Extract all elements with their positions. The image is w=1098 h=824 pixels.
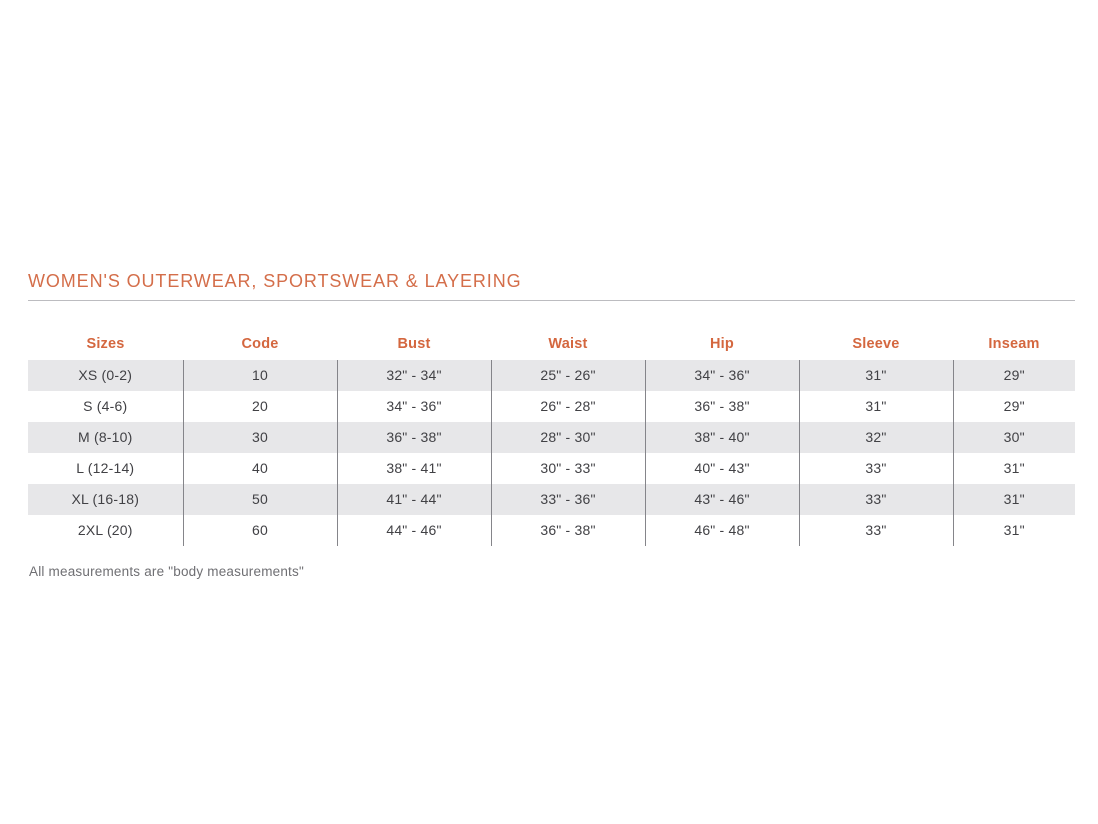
table-cell: 28" - 30" — [490, 421, 645, 453]
table-row: XL (16-18) 50 41" - 44" 33" - 36" 43" - 46" 3… — [28, 483, 1075, 515]
table-cell: 44" - 46" — [336, 514, 491, 546]
table-cell: 10 — [182, 359, 337, 391]
table-cell: 33" — [798, 483, 953, 515]
table-cell: 34" - 36" — [336, 390, 491, 422]
table-cell: 43" - 46" — [644, 483, 799, 515]
table-cell: 33" — [798, 452, 953, 484]
column-header-hip: Hip — [710, 335, 734, 352]
table-row: M (8-10) 30 36" - 38" 28" - 30" 38" - 40" 32"… — [28, 421, 1075, 453]
table-cell: 33" - 36" — [490, 483, 645, 515]
footnote: All measurements are "body measurements" — [29, 563, 304, 579]
table-row: L (12-14) 40 38" - 41" 30" - 33" 40" - 43" 33… — [28, 452, 1075, 484]
table-cell: 40" - 43" — [644, 452, 799, 484]
column-header-inseam: Inseam — [988, 335, 1040, 352]
size-chart-page: WOMEN'S OUTERWEAR, SPORTSWEAR & LAYERING… — [28, 271, 1075, 579]
table-cell: 32" — [798, 421, 953, 453]
table-cell: 38" - 41" — [336, 452, 491, 484]
table-cell: 40 — [182, 452, 337, 484]
table-cell: 34" - 36" — [644, 359, 799, 391]
table-cell: 38" - 40" — [644, 421, 799, 453]
table-cell: M (8-10) — [78, 429, 133, 446]
column-header-sleeve: Sleeve — [852, 335, 900, 352]
column-header-bust: Bust — [397, 335, 431, 352]
table-cell: 2XL (20) — [77, 522, 133, 539]
table-cell: 20 — [182, 390, 337, 422]
table-row: XS (0-2) 10 32" - 34" 25" - 26" 34" - 36" 31"… — [28, 359, 1075, 391]
table-cell: S (4-6) — [83, 398, 128, 415]
page-title: WOMEN'S OUTERWEAR, SPORTSWEAR & LAYERING — [28, 271, 522, 291]
table-cell: 31" — [798, 390, 953, 422]
table-cell: 36" - 38" — [490, 514, 645, 546]
table-cell: 50 — [182, 483, 337, 515]
table-cell: L (12-14) — [76, 460, 135, 477]
table-row: 2XL (20) 60 44" - 46" 36" - 38" 46" - 48" 33"… — [28, 514, 1075, 546]
table-cell: 29" — [952, 359, 1075, 391]
table-cell: 32" - 34" — [336, 359, 491, 391]
table-cell: 30 — [182, 421, 337, 453]
table-cell: 31" — [952, 452, 1075, 484]
table-cell: 29" — [952, 390, 1075, 422]
table-cell: 31" — [798, 359, 953, 391]
table-cell: XS (0-2) — [78, 367, 133, 384]
table-cell: 30" — [952, 421, 1075, 453]
size-chart-table: Sizes Code Bust Waist Hip Sleeve Inseam XS (0-… — [28, 326, 1075, 546]
column-header-code: Code — [241, 335, 279, 352]
table-cell: XL (16-18) — [71, 491, 140, 508]
table-cell: 36" - 38" — [336, 421, 491, 453]
table-cell: 33" — [798, 514, 953, 546]
column-header-sizes: Sizes — [86, 335, 125, 352]
table-cell: 26" - 28" — [490, 390, 645, 422]
table-cell: 30" - 33" — [490, 452, 645, 484]
column-header-waist: Waist — [548, 335, 588, 352]
table-header-row: Sizes Code Bust Waist Hip Sleeve Inseam — [28, 326, 1075, 360]
table-cell: 41" - 44" — [336, 483, 491, 515]
table-cell: 31" — [952, 483, 1075, 515]
table-cell: 36" - 38" — [644, 390, 799, 422]
table-cell: 46" - 48" — [644, 514, 799, 546]
table-cell: 25" - 26" — [490, 359, 645, 391]
table-cell: 60 — [182, 514, 337, 546]
table-cell: 31" — [952, 514, 1075, 546]
table-row: S (4-6) 20 34" - 36" 26" - 28" 36" - 38" 31" 2… — [28, 390, 1075, 422]
title-divider — [28, 299, 1075, 301]
